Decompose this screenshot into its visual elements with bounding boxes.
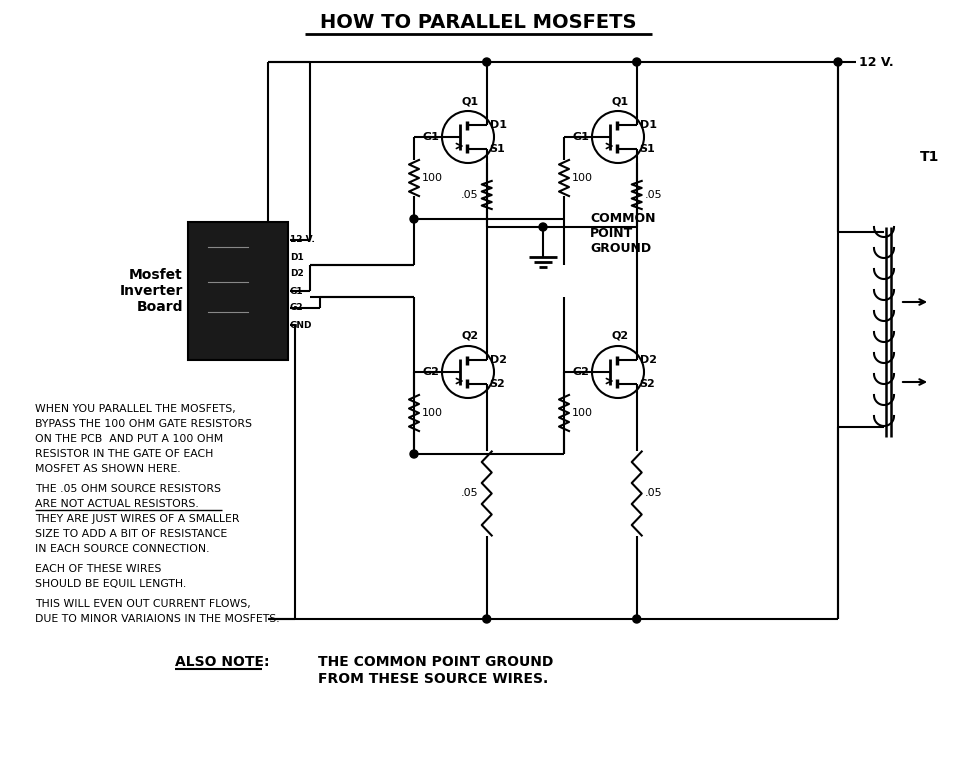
Text: EACH OF THESE WIRES: EACH OF THESE WIRES (35, 564, 162, 574)
Text: 12 V.: 12 V. (859, 55, 894, 68)
Text: RESISTOR IN THE GATE OF EACH: RESISTOR IN THE GATE OF EACH (35, 449, 213, 459)
Text: IN EACH SOURCE CONNECTION.: IN EACH SOURCE CONNECTION. (35, 544, 210, 554)
Text: 100: 100 (422, 173, 443, 183)
Text: .05: .05 (645, 488, 662, 499)
Text: Q1: Q1 (612, 96, 629, 106)
Circle shape (633, 58, 641, 66)
Text: G2: G2 (422, 367, 439, 377)
Circle shape (633, 615, 641, 623)
Text: D1: D1 (490, 120, 506, 129)
Text: .05: .05 (645, 190, 662, 200)
Text: THEY ARE JUST WIRES OF A SMALLER: THEY ARE JUST WIRES OF A SMALLER (35, 514, 239, 524)
Text: DUE TO MINOR VARIAIONS IN THE MOSFETS.: DUE TO MINOR VARIAIONS IN THE MOSFETS. (35, 614, 279, 624)
Text: S2: S2 (639, 379, 656, 389)
Text: .05: .05 (461, 190, 478, 200)
Text: 100: 100 (572, 173, 593, 183)
Text: D1: D1 (290, 253, 303, 261)
Text: 12 V.: 12 V. (290, 235, 315, 245)
Circle shape (482, 58, 491, 66)
Circle shape (834, 58, 842, 66)
Text: D1: D1 (639, 120, 657, 129)
Text: BYPASS THE 100 OHM GATE RESISTORS: BYPASS THE 100 OHM GATE RESISTORS (35, 419, 252, 429)
Text: D2: D2 (290, 269, 303, 279)
Circle shape (539, 223, 547, 231)
Text: Q2: Q2 (461, 331, 478, 341)
Text: G2: G2 (290, 304, 303, 313)
Text: SHOULD BE EQUIL LENGTH.: SHOULD BE EQUIL LENGTH. (35, 579, 187, 589)
Text: S2: S2 (490, 379, 505, 389)
Text: ON THE PCB  AND PUT A 100 OHM: ON THE PCB AND PUT A 100 OHM (35, 434, 223, 444)
Circle shape (482, 615, 491, 623)
Text: THIS WILL EVEN OUT CURRENT FLOWS,: THIS WILL EVEN OUT CURRENT FLOWS, (35, 599, 251, 609)
Bar (188, 222, 288, 360)
Text: .05: .05 (461, 488, 478, 499)
Text: ARE NOT ACTUAL RESISTORS.: ARE NOT ACTUAL RESISTORS. (35, 499, 199, 509)
Text: Mosfet
Inverter
Board: Mosfet Inverter Board (120, 268, 183, 314)
Text: S1: S1 (639, 145, 656, 154)
Text: G1: G1 (572, 132, 589, 142)
Text: Q2: Q2 (612, 331, 629, 341)
Text: FROM THESE SOURCE WIRES.: FROM THESE SOURCE WIRES. (318, 672, 548, 686)
Text: WHEN YOU PARALLEL THE MOSFETS,: WHEN YOU PARALLEL THE MOSFETS, (35, 404, 235, 414)
Text: S1: S1 (490, 145, 505, 154)
Text: THE COMMON POINT GROUND: THE COMMON POINT GROUND (318, 655, 553, 669)
Text: SIZE TO ADD A BIT OF RESISTANCE: SIZE TO ADD A BIT OF RESISTANCE (35, 529, 227, 539)
Text: COMMON
POINT
GROUND: COMMON POINT GROUND (590, 212, 656, 255)
Text: 100: 100 (422, 408, 443, 418)
Text: G1: G1 (290, 286, 303, 295)
Text: ALSO NOTE:: ALSO NOTE: (175, 655, 270, 669)
Text: ARE NOT ACTUAL RESISTORS.: ARE NOT ACTUAL RESISTORS. (35, 499, 199, 509)
Text: MOSFET AS SHOWN HERE.: MOSFET AS SHOWN HERE. (35, 464, 181, 474)
Text: 100: 100 (572, 408, 593, 418)
Circle shape (410, 450, 418, 458)
Text: T1: T1 (920, 150, 940, 164)
Text: THE .05 OHM SOURCE RESISTORS: THE .05 OHM SOURCE RESISTORS (35, 484, 221, 494)
Text: G2: G2 (572, 367, 589, 377)
Text: D2: D2 (490, 355, 506, 365)
Text: Q1: Q1 (461, 96, 478, 106)
Text: GND: GND (290, 320, 313, 329)
Text: D2: D2 (639, 355, 657, 365)
Text: HOW TO PARALLEL MOSFETS: HOW TO PARALLEL MOSFETS (320, 13, 636, 32)
Text: G1: G1 (422, 132, 439, 142)
Circle shape (410, 215, 418, 223)
